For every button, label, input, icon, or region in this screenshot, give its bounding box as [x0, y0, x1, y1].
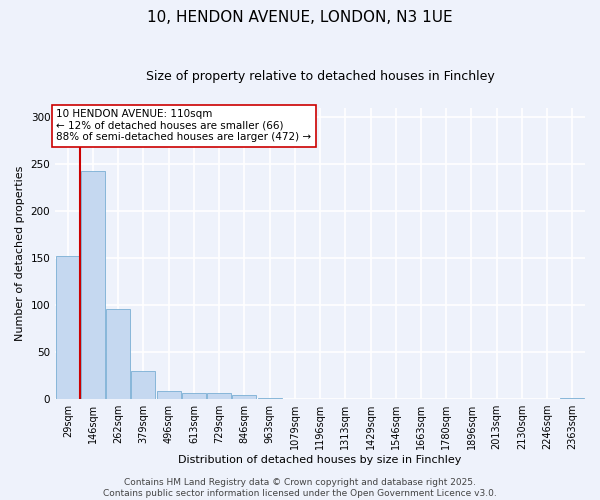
X-axis label: Distribution of detached houses by size in Finchley: Distribution of detached houses by size … — [178, 455, 462, 465]
Bar — [56, 256, 80, 399]
Bar — [207, 392, 231, 399]
Bar — [560, 398, 584, 399]
Bar — [157, 390, 181, 399]
Y-axis label: Number of detached properties: Number of detached properties — [15, 166, 25, 341]
Bar — [131, 371, 155, 399]
Bar — [106, 309, 130, 399]
Bar — [257, 398, 281, 399]
Text: Contains HM Land Registry data © Crown copyright and database right 2025.
Contai: Contains HM Land Registry data © Crown c… — [103, 478, 497, 498]
Text: 10, HENDON AVENUE, LONDON, N3 1UE: 10, HENDON AVENUE, LONDON, N3 1UE — [147, 10, 453, 25]
Text: 10 HENDON AVENUE: 110sqm
← 12% of detached houses are smaller (66)
88% of semi-d: 10 HENDON AVENUE: 110sqm ← 12% of detach… — [56, 109, 311, 142]
Bar — [81, 170, 105, 399]
Bar — [232, 396, 256, 399]
Title: Size of property relative to detached houses in Finchley: Size of property relative to detached ho… — [146, 70, 494, 83]
Bar — [182, 392, 206, 399]
